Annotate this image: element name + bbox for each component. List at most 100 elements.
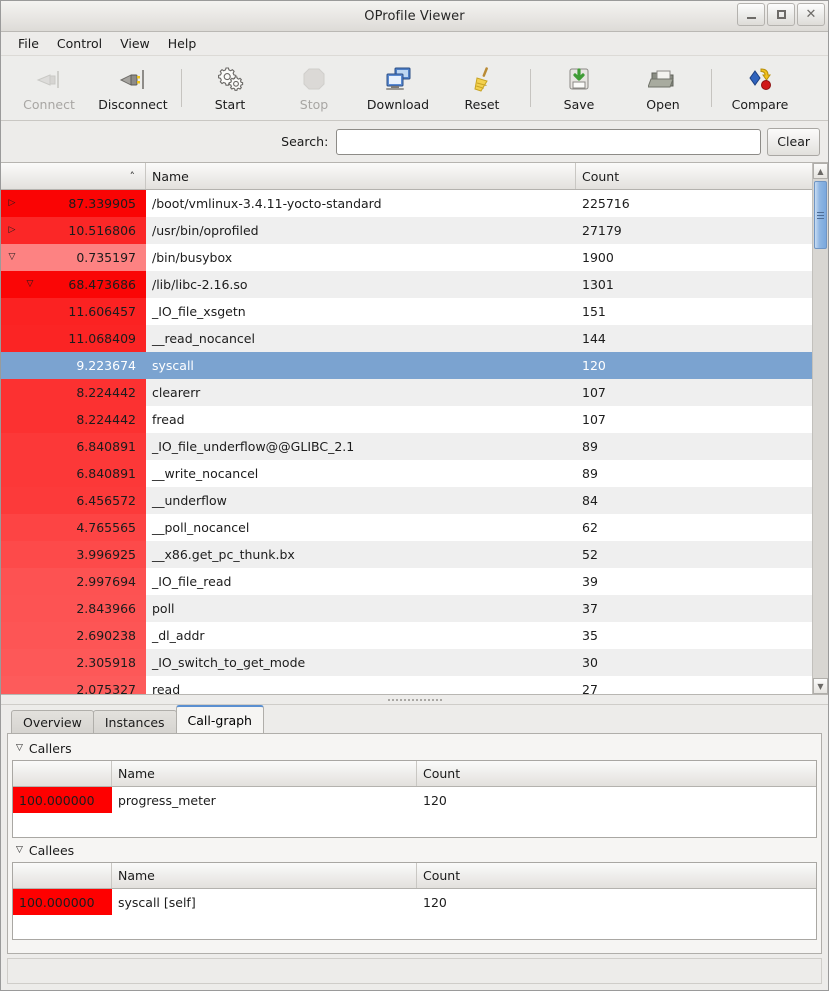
column-header-name[interactable]: Name (146, 163, 576, 189)
row-percent-cell: 2.305918 (1, 649, 146, 676)
toolbar-reset-button[interactable]: Reset (440, 58, 524, 118)
minimize-icon (746, 17, 756, 19)
toolbar-save-button[interactable]: Save (537, 58, 621, 118)
toolbar-stop-label: Stop (299, 97, 329, 112)
toolbar-start-button[interactable]: Start (188, 58, 272, 118)
chevron-right-icon[interactable]: ▷ (8, 225, 16, 235)
table-row[interactable]: 2.997694 _IO_file_read 39 (1, 568, 812, 595)
chevron-right-icon[interactable]: ▷ (8, 198, 16, 208)
scroll-up-icon[interactable]: ▲ (813, 163, 828, 179)
toolbar-disconnect-button[interactable]: Disconnect (91, 58, 175, 118)
start-gears-icon (214, 64, 246, 94)
callers-row[interactable]: 100.000000 progress_meter 120 (13, 787, 816, 813)
menu-view[interactable]: View (120, 36, 150, 51)
row-name-cell: /usr/bin/oprofiled (152, 223, 259, 238)
callers-column-percent[interactable] (13, 761, 112, 786)
scrollbar-thumb[interactable] (814, 181, 827, 249)
bottom-panel: Overview Instances Call-graph ▽ Callers … (1, 705, 828, 990)
callees-row[interactable]: 100.000000 syscall [self] 120 (13, 889, 816, 915)
table-row[interactable]: 2.075327 read 27 (1, 676, 812, 694)
title-bar: OProfile Viewer ✕ (1, 1, 828, 32)
toolbar-open-label: Open (646, 97, 680, 112)
chevron-down-icon: ▽ (16, 845, 23, 855)
row-name-cell: __x86.get_pc_thunk.bx (152, 547, 295, 562)
close-button[interactable]: ✕ (797, 3, 825, 26)
table-row[interactable]: 8.224442 clearerr 107 (1, 379, 812, 406)
search-input[interactable] (336, 128, 762, 155)
tab-call-graph[interactable]: Call-graph (175, 705, 264, 733)
toolbar-separator-2 (530, 69, 531, 107)
row-percent-cell: 2.843966 (1, 595, 146, 622)
save-disk-icon (563, 64, 595, 94)
callees-column-count[interactable]: Count (423, 868, 461, 883)
table-row[interactable]: 8.224442 fread 107 (1, 406, 812, 433)
chevron-down-icon: ▽ (16, 743, 23, 753)
callees-table-header: Name Count (13, 863, 816, 889)
chevron-down-icon[interactable]: ▽ (8, 252, 16, 262)
callees-table-empty-area (13, 915, 816, 939)
row-name-cell: __underflow (152, 493, 227, 508)
row-count-cell: 89 (582, 466, 598, 481)
scroll-down-icon[interactable]: ▼ (813, 678, 828, 694)
toolbar-stop-button[interactable]: Stop (272, 58, 356, 118)
column-header-percent[interactable]: ˄ (1, 163, 146, 189)
row-count-cell: 1301 (582, 277, 614, 292)
row-percent-cell: 8.224442 (1, 379, 146, 406)
table-row[interactable]: 6.456572 __underflow 84 (1, 487, 812, 514)
toolbar-download-button[interactable]: Download (356, 58, 440, 118)
callers-column-name[interactable]: Name (112, 761, 417, 786)
row-name-cell: _IO_switch_to_get_mode (152, 655, 306, 670)
menu-help[interactable]: Help (167, 36, 197, 51)
tab-overview[interactable]: Overview (11, 710, 94, 733)
callers-row-name: progress_meter (118, 792, 216, 808)
callers-column-count[interactable]: Count (423, 766, 461, 781)
chevron-down-icon[interactable]: ▽ (26, 279, 34, 289)
tab-instances[interactable]: Instances (92, 710, 177, 733)
row-percent-cell: 6.456572 (1, 487, 146, 514)
panel-splitter[interactable] (1, 695, 828, 705)
toolbar-open-button[interactable]: Open (621, 58, 705, 118)
row-name-cell: _IO_file_underflow@@GLIBC_2.1 (152, 439, 355, 454)
table-row[interactable]: 9.223674 syscall 120 (1, 352, 812, 379)
table-row[interactable]: 11.606457 _IO_file_xsgetn 151 (1, 298, 812, 325)
toolbar-connect-button[interactable]: Connect (7, 58, 91, 118)
minimize-button[interactable] (737, 3, 765, 26)
toolbar-separator-1 (181, 69, 182, 107)
row-percent-cell: 9.223674 (76, 358, 136, 373)
row-count-cell: 27179 (582, 223, 622, 238)
callees-expander[interactable]: ▽ Callees (12, 840, 817, 860)
row-name-cell: _IO_file_xsgetn (152, 304, 246, 319)
profile-tree-body[interactable]: 87.339905 ▷ /boot/vmlinux-3.4.11-yocto-sta… (1, 190, 812, 694)
menu-control[interactable]: Control (56, 36, 103, 51)
table-row[interactable]: 3.996925 __x86.get_pc_thunk.bx 52 (1, 541, 812, 568)
callees-column-percent[interactable] (13, 863, 112, 888)
maximize-button[interactable] (767, 3, 795, 26)
table-row[interactable]: 10.516806 ▷ /usr/bin/oprofiled 27179 (1, 217, 812, 244)
profile-tree-scrollbar[interactable]: ▲ ▼ (812, 163, 828, 694)
callees-table: Name Count 100.000000 syscall [self] 120 (12, 862, 817, 940)
table-row[interactable]: 11.068409 __read_nocancel 144 (1, 325, 812, 352)
scrollbar-track[interactable] (813, 179, 828, 678)
table-row[interactable]: 2.690238 _dl_addr 35 (1, 622, 812, 649)
callers-expander[interactable]: ▽ Callers (12, 738, 817, 758)
table-row[interactable]: 6.840891 __write_nocancel 89 (1, 460, 812, 487)
callers-table-empty-area (13, 813, 816, 837)
row-count-cell: 39 (582, 574, 598, 589)
clear-search-button[interactable]: Clear (767, 127, 820, 156)
column-header-count[interactable]: Count (582, 168, 620, 184)
toolbar-connect-label: Connect (23, 97, 75, 112)
callees-column-name[interactable]: Name (112, 863, 417, 888)
menu-file[interactable]: File (18, 36, 39, 51)
table-row[interactable]: 2.305918 _IO_switch_to_get_mode 30 (1, 649, 812, 676)
table-row[interactable]: 4.765565 __poll_nocancel 62 (1, 514, 812, 541)
table-row[interactable]: 6.840891 _IO_file_underflow@@GLIBC_2.1 89 (1, 433, 812, 460)
bottom-tab-bar: Overview Instances Call-graph (7, 705, 822, 733)
window-controls: ✕ (737, 3, 825, 26)
profile-tree-panel: ˄ Name Count 87.339905 ▷ /boot/vmlinux-3.4… (1, 163, 828, 695)
table-row[interactable]: 68.473686 ▽ /lib/libc-2.16.so 1301 (1, 271, 812, 298)
table-row[interactable]: 0.735197 ▽ /bin/busybox 1900 (1, 244, 812, 271)
toolbar-compare-button[interactable]: Compare (718, 58, 802, 118)
table-row[interactable]: 2.843966 poll 37 (1, 595, 812, 622)
table-row[interactable]: 87.339905 ▷ /boot/vmlinux-3.4.11-yocto-sta… (1, 190, 812, 217)
